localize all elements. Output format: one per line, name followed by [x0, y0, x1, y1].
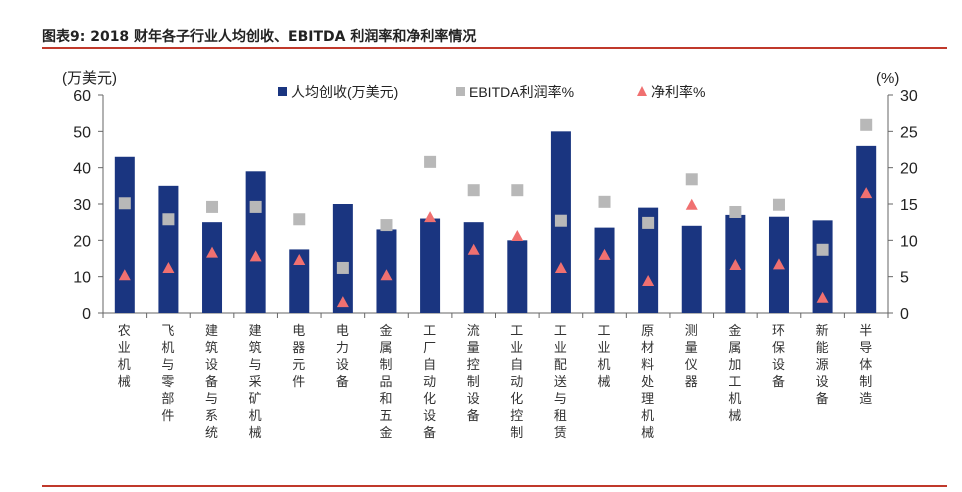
net-margin-marker — [467, 243, 480, 255]
right-tick-label: 30 — [900, 88, 918, 105]
bar — [681, 225, 702, 313]
right-tick-label: 25 — [900, 124, 918, 141]
x-tick-label: 测量仪器 — [685, 323, 698, 389]
x-tick-label: 工业机械 — [598, 323, 611, 389]
net-margin-marker — [554, 261, 567, 273]
x-tick-label: 工业配送与租赁 — [554, 323, 567, 440]
net-margin-marker — [249, 250, 262, 262]
ebitda-marker — [293, 213, 306, 226]
ebitda-marker — [816, 243, 829, 256]
net-margin-marker — [118, 269, 131, 281]
net-margin-marker — [511, 229, 524, 241]
legend-net-label: 净利率% — [651, 84, 705, 100]
ebitda-marker — [380, 219, 393, 232]
right-tick-label: 15 — [900, 197, 918, 214]
net-margin-marker — [162, 261, 175, 273]
bar — [812, 220, 833, 313]
x-tick-label: 金属制品和五金 — [379, 323, 392, 440]
x-tick-label: 建筑与采矿机械 — [249, 323, 262, 440]
x-tick-label: 飞机与零部件 — [161, 323, 174, 423]
net-margin-marker — [772, 258, 785, 270]
net-margin-marker — [729, 259, 742, 271]
net-margin-marker — [685, 198, 698, 210]
right-tick-label: 0 — [900, 306, 909, 323]
ebitda-marker — [598, 195, 611, 208]
net-margin-marker — [598, 248, 611, 260]
x-tick-label: 农业机械 — [118, 323, 131, 389]
x-tick-label: 新能源设备 — [816, 323, 829, 406]
ebitda-marker — [162, 213, 175, 226]
right-tick-label: 5 — [900, 270, 909, 287]
legend-ebitda-label: EBITDA利润率% — [469, 84, 574, 100]
bar — [594, 227, 615, 313]
bar — [332, 204, 353, 313]
left-tick-label: 30 — [73, 197, 91, 214]
ebitda-marker — [118, 197, 131, 210]
bar — [420, 218, 441, 313]
net-margin-marker — [336, 296, 349, 308]
bar — [463, 222, 484, 313]
left-tick-label: 0 — [82, 306, 91, 323]
bar — [507, 240, 528, 313]
bar — [638, 207, 659, 313]
x-tick-label: 原材料处理机械 — [641, 323, 654, 440]
net-margin-marker — [206, 246, 219, 258]
legend-bar-swatch — [278, 87, 287, 96]
ebitda-marker — [772, 198, 785, 211]
bottom-rule — [42, 485, 947, 487]
left-axis-unit: (万美元) — [62, 70, 117, 87]
bar — [856, 145, 877, 313]
bar — [289, 249, 310, 313]
ebitda-marker — [642, 216, 655, 229]
net-margin-marker — [380, 269, 393, 281]
left-tick-label: 40 — [73, 161, 91, 178]
ebitda-marker — [729, 205, 742, 218]
net-margin-marker — [860, 187, 873, 199]
net-margin-marker — [293, 253, 306, 265]
bar — [245, 171, 266, 313]
legend-bar-label: 人均创收(万美元) — [291, 84, 398, 100]
x-tick-label: 半导体制造 — [859, 323, 872, 406]
legend-ebitda-swatch — [456, 87, 465, 96]
x-tick-label: 环保设备 — [772, 323, 785, 389]
left-tick-label: 10 — [73, 270, 91, 287]
x-tick-label: 金属加工机械 — [728, 323, 741, 423]
x-tick-label: 建筑设备与系统 — [205, 323, 218, 440]
ebitda-marker — [511, 184, 524, 197]
ebitda-marker — [685, 173, 698, 186]
ebitda-marker — [860, 118, 873, 131]
title-rule — [42, 47, 947, 49]
figure-title: 图表9: 2018 财年各子行业人均创收、EBITDA 利润率和净利率情况 — [42, 29, 477, 45]
x-tick-label: 电力设备 — [336, 323, 349, 389]
left-tick-label: 50 — [73, 124, 91, 141]
right-tick-label: 10 — [900, 233, 918, 250]
bar — [114, 156, 135, 313]
x-tick-label: 流量控制设备 — [467, 323, 480, 423]
net-margin-marker — [642, 275, 655, 287]
right-tick-label: 20 — [900, 161, 918, 178]
net-margin-marker — [816, 291, 829, 303]
x-tick-label: 工业自动化控制 — [510, 323, 523, 440]
bar — [202, 222, 223, 313]
bar — [158, 185, 179, 313]
left-tick-label: 60 — [73, 88, 91, 105]
ebitda-marker — [467, 184, 480, 197]
x-tick-label: 电器元件 — [292, 323, 305, 389]
ebitda-marker — [249, 200, 262, 213]
net-margin-marker — [424, 211, 437, 223]
x-tick-label: 工厂自动化设备 — [423, 323, 436, 440]
right-axis-unit: (%) — [876, 70, 899, 87]
ebitda-marker — [424, 155, 437, 168]
legend-net-swatch — [637, 86, 647, 96]
left-tick-label: 20 — [73, 233, 91, 250]
ebitda-marker — [336, 261, 349, 274]
ebitda-marker — [206, 200, 219, 213]
ebitda-marker — [554, 214, 567, 227]
